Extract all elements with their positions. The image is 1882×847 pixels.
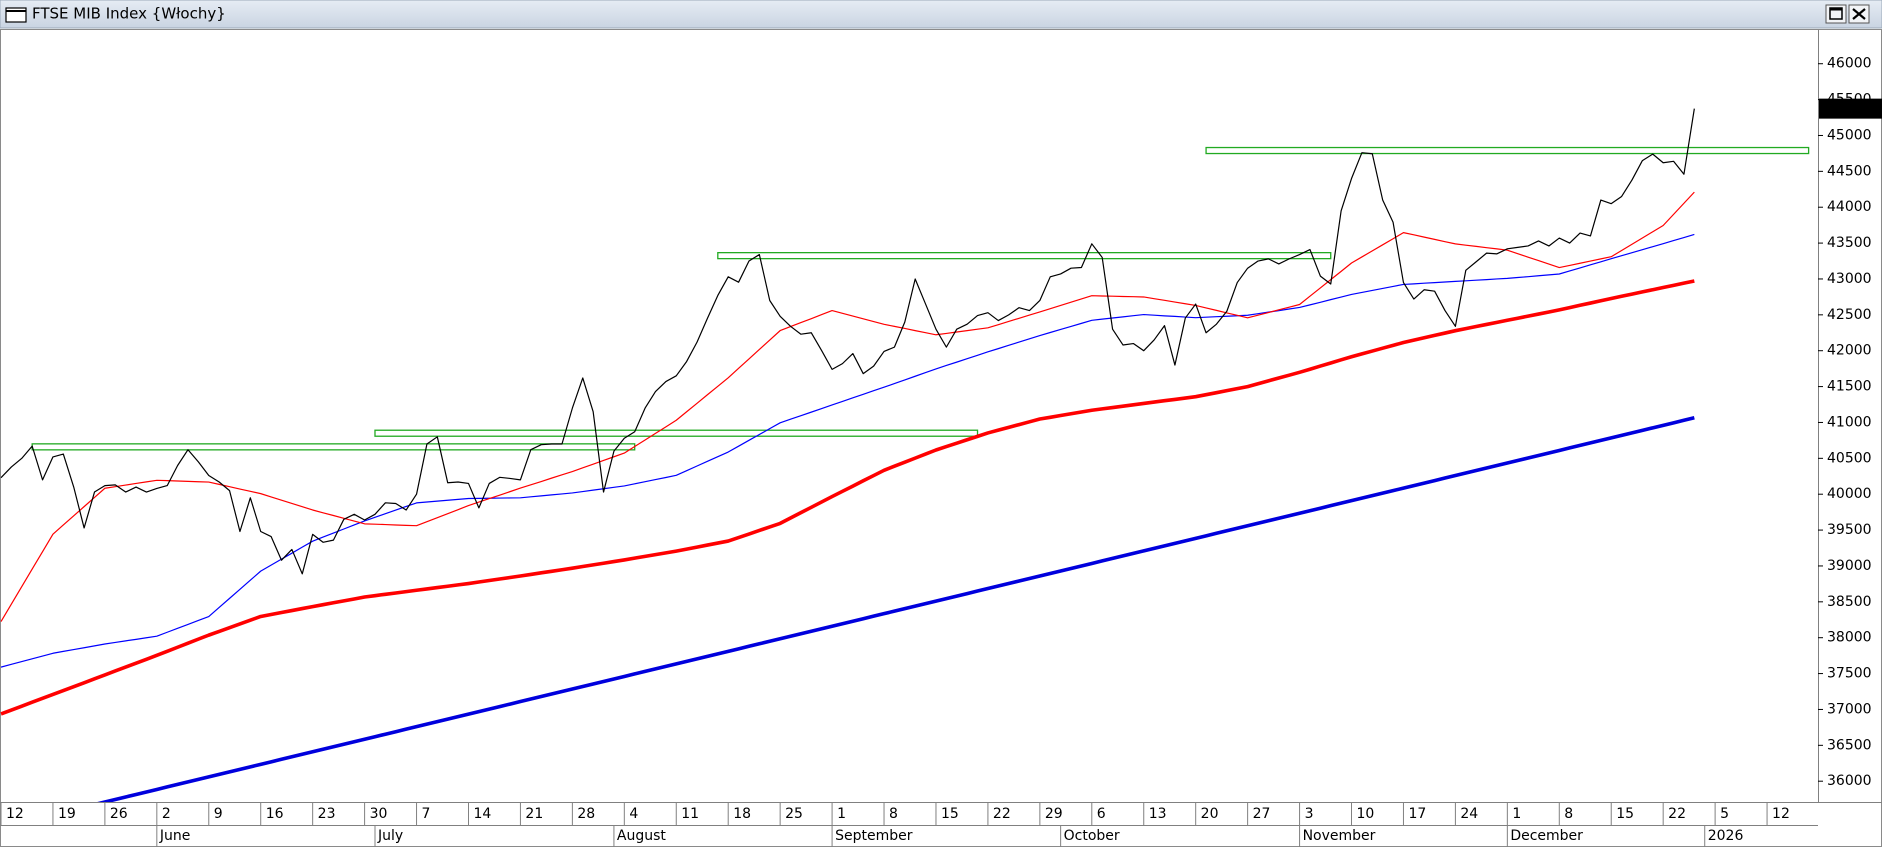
y-tick-label: 44500 bbox=[1827, 163, 1872, 179]
month-label: August bbox=[617, 828, 667, 844]
y-tick-label: 45000 bbox=[1827, 127, 1872, 143]
x-tick-label: 21 bbox=[525, 806, 543, 822]
y-tick-label: 39000 bbox=[1827, 558, 1872, 574]
x-tick-label: 3 bbox=[1305, 806, 1314, 822]
x-tick-label: 1 bbox=[837, 806, 846, 822]
x-tick-label: 17 bbox=[1408, 806, 1426, 822]
x-tick-label: 4 bbox=[629, 806, 638, 822]
x-tick-label: 28 bbox=[577, 806, 595, 822]
x-tick-label: 23 bbox=[318, 806, 336, 822]
x-tick-label: 1 bbox=[1512, 806, 1521, 822]
level-box bbox=[717, 251, 1332, 260]
last-value-label: 45374.03 bbox=[1822, 102, 1882, 117]
x-tick-label: 29 bbox=[1045, 806, 1063, 822]
y-tick-label: 42500 bbox=[1827, 307, 1872, 323]
y-tick-label: 43000 bbox=[1827, 271, 1872, 287]
close-button[interactable] bbox=[1848, 4, 1870, 24]
series-line bbox=[97, 416, 1695, 802]
x-tick-label: 18 bbox=[733, 806, 751, 822]
window-icon bbox=[5, 7, 27, 23]
x-tick-label: 2 bbox=[162, 806, 171, 822]
x-tick-label: 5 bbox=[1720, 806, 1729, 822]
month-label: November bbox=[1303, 828, 1376, 844]
x-tick-label: 12 bbox=[6, 806, 24, 822]
x-tick-label: 15 bbox=[1616, 806, 1634, 822]
window-title: FTSE MIB Index {Włochy} bbox=[32, 5, 226, 23]
x-tick-label: 8 bbox=[889, 806, 898, 822]
month-label: December bbox=[1510, 828, 1583, 844]
x-tick-label: 10 bbox=[1357, 806, 1375, 822]
x-tick-label: 13 bbox=[1149, 806, 1167, 822]
month-label: September bbox=[835, 828, 913, 844]
series-line bbox=[0, 191, 1695, 622]
y-tick-label: 36500 bbox=[1827, 737, 1872, 753]
y-tick-label: 40000 bbox=[1827, 486, 1872, 502]
x-tick-label: 19 bbox=[58, 806, 76, 822]
y-tick-label: 46000 bbox=[1827, 56, 1872, 72]
x-tick-label: 24 bbox=[1460, 806, 1478, 822]
maximize-button[interactable] bbox=[1825, 4, 1847, 24]
y-tick-label: 41000 bbox=[1827, 414, 1872, 430]
y-tick-label: 41500 bbox=[1827, 379, 1872, 395]
y-tick-label: 40500 bbox=[1827, 450, 1872, 466]
month-label: June bbox=[159, 828, 191, 844]
level-box bbox=[1205, 146, 1810, 155]
x-tick-label: 7 bbox=[422, 806, 431, 822]
x-tick-label: 22 bbox=[1668, 806, 1686, 822]
x-tick-label: 25 bbox=[785, 806, 803, 822]
x-tick-label: 12 bbox=[1772, 806, 1790, 822]
y-tick-label: 38000 bbox=[1827, 630, 1872, 646]
x-tick-label: 9 bbox=[214, 806, 223, 822]
axes: 36000 36500 37000 37500 38000 38500 39000 39500… bbox=[0, 56, 1882, 847]
title-bar bbox=[0, 0, 1882, 29]
last-value-box bbox=[1819, 98, 1882, 119]
series-line bbox=[0, 108, 1695, 575]
x-tick-label: 8 bbox=[1564, 806, 1573, 822]
y-tick-label: 38500 bbox=[1827, 594, 1872, 610]
y-tick-label: 39500 bbox=[1827, 522, 1872, 538]
level-box bbox=[374, 429, 979, 437]
y-tick-label: 36000 bbox=[1827, 773, 1872, 789]
y-tick-label: 37000 bbox=[1827, 701, 1872, 717]
x-tick-label: 16 bbox=[266, 806, 284, 822]
x-tick-label: 27 bbox=[1253, 806, 1271, 822]
y-tick-label: 37500 bbox=[1827, 666, 1872, 682]
x-tick-label: 11 bbox=[681, 806, 699, 822]
x-tick-label: 15 bbox=[941, 806, 959, 822]
plot-area bbox=[0, 108, 1810, 802]
x-tick-label: 30 bbox=[370, 806, 388, 822]
month-label: October bbox=[1064, 828, 1120, 844]
y-tick-label: 43500 bbox=[1827, 235, 1872, 251]
x-tick-label: 14 bbox=[473, 806, 491, 822]
y-tick-label: 44000 bbox=[1827, 199, 1872, 215]
x-tick-label: 22 bbox=[993, 806, 1011, 822]
y-tick-label: 42000 bbox=[1827, 343, 1872, 359]
x-tick-label: 6 bbox=[1097, 806, 1106, 822]
x-tick-label: 26 bbox=[110, 806, 128, 822]
series-line bbox=[0, 279, 1695, 716]
month-label: July bbox=[377, 828, 403, 844]
x-tick-label: 20 bbox=[1201, 806, 1219, 822]
month-label: 2026 bbox=[1708, 828, 1744, 844]
